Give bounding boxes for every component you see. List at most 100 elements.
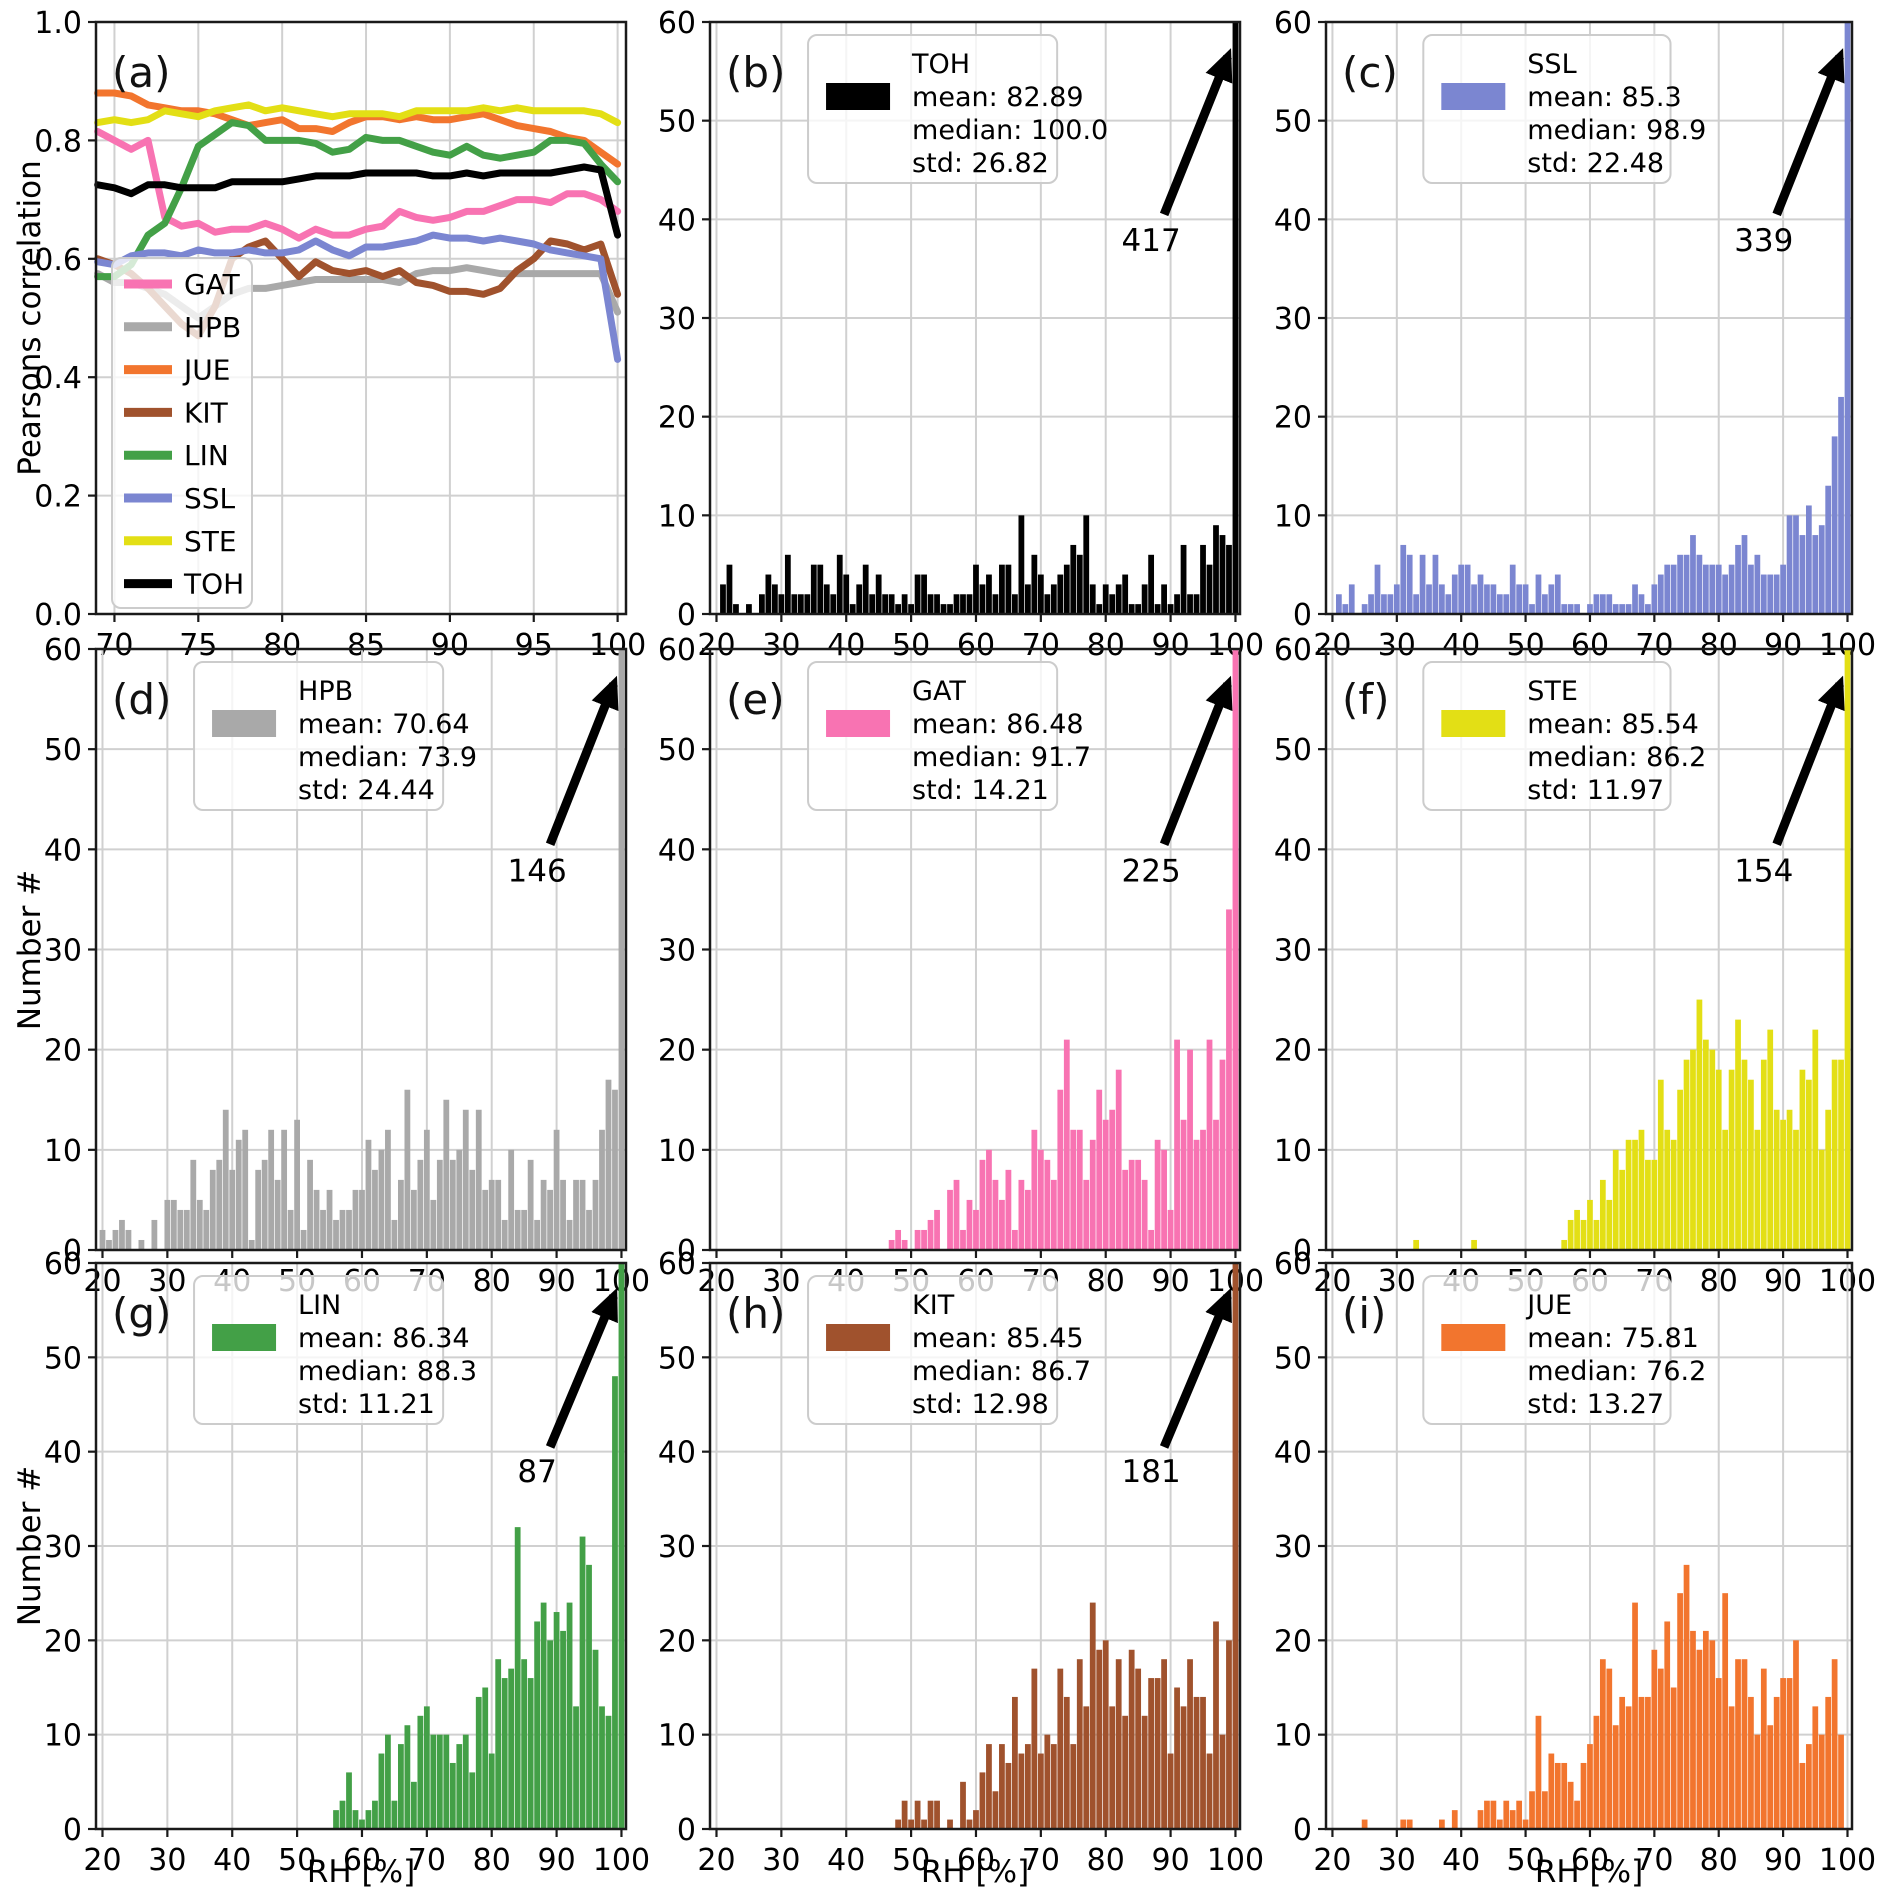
hist-bar — [1645, 1159, 1651, 1250]
hist-bar — [797, 594, 804, 614]
hist-bar — [1754, 1129, 1761, 1250]
hist-bar — [1722, 1593, 1729, 1829]
hist-bar — [1786, 515, 1793, 614]
legend-swatch — [1441, 83, 1506, 110]
hist-bar — [960, 1781, 966, 1829]
y-tick-label: 50 — [1274, 105, 1312, 140]
hist-bar — [1767, 574, 1774, 614]
hist-bar — [934, 1209, 940, 1250]
x-tick-label: 85 — [347, 628, 385, 663]
y-tick-label: 30 — [1274, 302, 1312, 337]
hist-bar — [1031, 554, 1038, 614]
hist-bar — [1381, 594, 1387, 614]
panel-label-e: (e) — [726, 675, 785, 724]
legend-text: mean: 86.34 — [298, 1323, 470, 1354]
legend-text: SSL — [184, 482, 236, 515]
y-tick-label: 50 — [44, 733, 82, 768]
y-tick-label: 0.8 — [34, 124, 82, 159]
hist-bar — [875, 574, 882, 614]
legend-text: median: 86.7 — [912, 1356, 1091, 1387]
hist-bar — [222, 1109, 229, 1250]
hist-bar — [1154, 604, 1161, 614]
hist-bar — [1619, 1169, 1626, 1250]
hist-bar — [119, 1219, 125, 1250]
y-tick-label: 40 — [44, 833, 82, 868]
hist-bar — [1799, 1762, 1806, 1829]
hist-bar — [1161, 1149, 1167, 1250]
hist-bar — [1226, 1640, 1232, 1829]
y-tick-label: 20 — [44, 1034, 82, 1069]
hist-bar — [720, 584, 726, 614]
panel-a: GAT HPB JUE KIT LIN SSL STE TOH 70 75 80 85 90 95 100 0… — [34, 6, 646, 663]
y-tick-label: 10 — [1274, 1719, 1312, 1754]
hist-bar — [901, 594, 908, 614]
hist-bar — [482, 1687, 489, 1829]
x-tick-label: 50 — [892, 1843, 930, 1878]
y-tick-label: 0 — [677, 1234, 696, 1269]
hist-bar — [1037, 574, 1044, 614]
hist-bar — [410, 1189, 417, 1250]
panel-label-d: (d) — [112, 675, 172, 724]
hist-bar — [1426, 584, 1432, 614]
hist-bar — [1825, 1696, 1832, 1829]
hist-bar — [333, 1810, 339, 1829]
hist-bar — [1677, 1089, 1683, 1250]
annotation: 87 — [517, 1287, 618, 1490]
x-tick-label: 100 — [1207, 1843, 1264, 1878]
y-tick-label: 50 — [1274, 733, 1312, 768]
hist-bar — [1206, 564, 1213, 614]
hist-bar — [1076, 1129, 1083, 1250]
hist-bar — [888, 594, 895, 614]
hist-bar — [1587, 1744, 1593, 1829]
hist-bar — [1057, 1668, 1064, 1829]
hist-bar — [313, 1189, 320, 1250]
hist-bar — [1070, 1129, 1077, 1250]
hist-bar — [1580, 1762, 1587, 1829]
hist-bar — [1522, 1819, 1529, 1829]
y-tick-label: 40 — [1274, 203, 1312, 238]
hist-bar — [901, 1239, 908, 1250]
hist-bar — [804, 594, 811, 614]
hist-bar — [836, 554, 843, 614]
y-tick-label: 60 — [44, 633, 82, 668]
hist-bar — [999, 1199, 1005, 1250]
annotation: 154 — [1734, 675, 1845, 889]
y-tick-label: 30 — [658, 302, 696, 337]
hist-bar — [1135, 1668, 1142, 1829]
hist-bar — [1122, 574, 1129, 614]
hist-bar — [1387, 594, 1394, 614]
y-tick-label: 40 — [1274, 1436, 1312, 1471]
series-line-TOH — [94, 163, 622, 239]
hist-bar — [1024, 1189, 1031, 1250]
hist-bar — [138, 1239, 145, 1250]
hist-bar — [1599, 1659, 1606, 1829]
hist-bar — [1503, 594, 1510, 614]
hist-bar — [1167, 1209, 1174, 1250]
hist-bar — [1683, 1059, 1690, 1250]
hist-bar — [1793, 515, 1799, 614]
hist-bar — [1786, 1678, 1793, 1829]
hist-bar — [1063, 1696, 1070, 1829]
hist-bar — [1735, 1659, 1741, 1829]
hist-bar — [1200, 1696, 1206, 1829]
hist-bar — [346, 1209, 352, 1250]
hist-bar — [953, 594, 960, 614]
hist-bar — [540, 1602, 547, 1829]
series-line-SSL — [94, 231, 622, 363]
hist-bar — [1445, 594, 1452, 614]
hist-bar — [1696, 999, 1703, 1250]
panel-label-c: (c) — [1342, 48, 1398, 97]
legend-text: std: 12.98 — [912, 1389, 1049, 1420]
hist-bar — [1413, 594, 1420, 614]
hist-bar — [475, 1696, 482, 1829]
x-tick-label: 70 — [1022, 1843, 1060, 1878]
panel-label-g: (g) — [112, 1289, 172, 1338]
legend-text: median: 73.9 — [298, 742, 477, 773]
hist-bar — [540, 1179, 547, 1250]
hist-bar — [1831, 1659, 1838, 1829]
hist-bar — [281, 1129, 288, 1250]
hist-bar — [1574, 1209, 1580, 1250]
hist-bar — [430, 1734, 437, 1829]
legend-text: mean: 86.48 — [912, 709, 1084, 740]
